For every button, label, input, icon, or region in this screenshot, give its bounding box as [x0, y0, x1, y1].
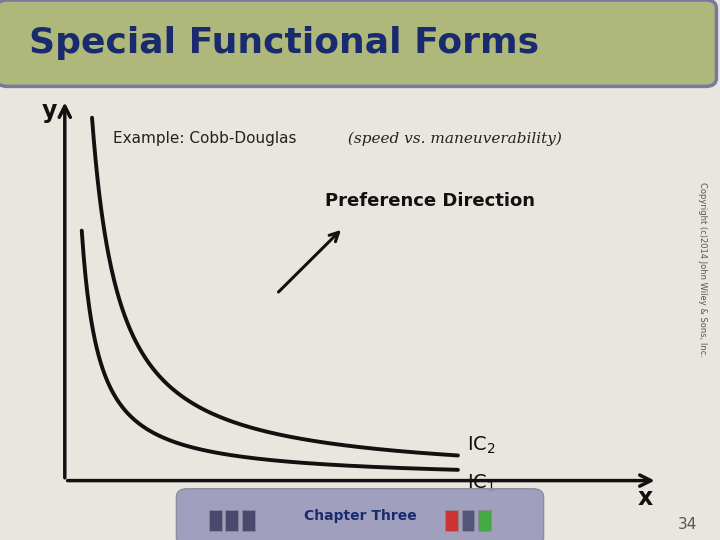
Text: Copyright (c)2014 John Wiley & Sons, Inc.: Copyright (c)2014 John Wiley & Sons, Inc…	[698, 183, 706, 357]
Text: IC$_2$: IC$_2$	[467, 435, 496, 456]
Text: Example: Cobb-Douglas: Example: Cobb-Douglas	[113, 131, 297, 146]
Text: Chapter Three: Chapter Three	[304, 509, 416, 523]
Text: Special Functional Forms: Special Functional Forms	[29, 26, 539, 60]
Text: Preference Direction: Preference Direction	[325, 192, 535, 210]
Text: (speed vs. maneuverability): (speed vs. maneuverability)	[343, 131, 562, 146]
Text: IC$_1$: IC$_1$	[467, 473, 496, 494]
Text: y: y	[42, 99, 58, 123]
Text: x: x	[638, 486, 653, 510]
Text: 34: 34	[678, 517, 697, 532]
